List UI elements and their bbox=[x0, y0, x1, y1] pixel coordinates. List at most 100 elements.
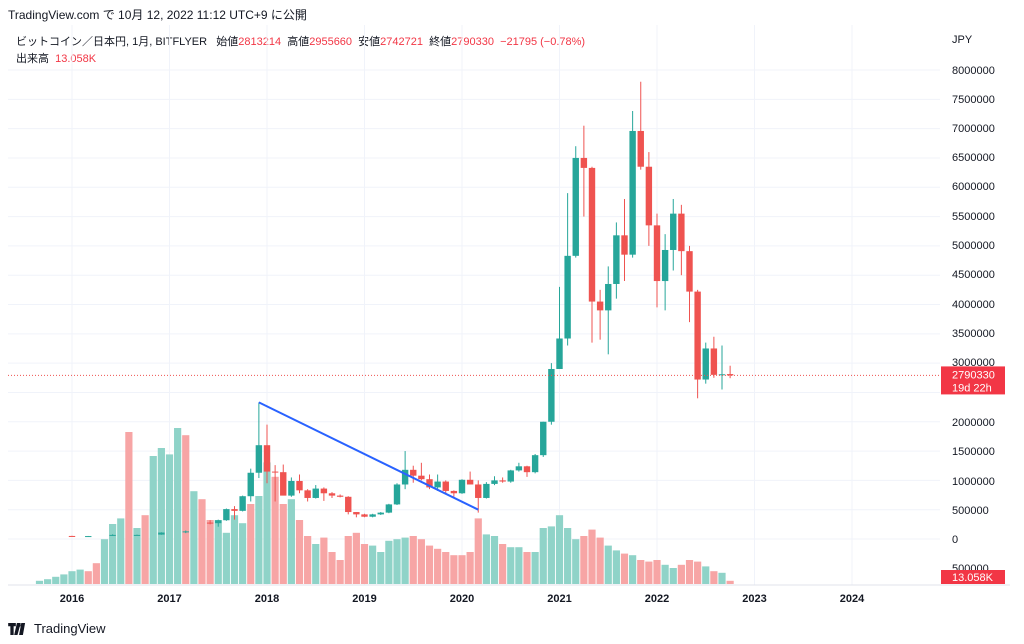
volume-bar bbox=[247, 504, 255, 584]
candle-body bbox=[548, 368, 555, 422]
price-tick-label: 6500000 bbox=[952, 152, 995, 164]
footer-brand-text: TradingView bbox=[34, 621, 106, 636]
volume-bar bbox=[287, 499, 295, 584]
volume-bar bbox=[564, 528, 572, 584]
price-tick-label: 5500000 bbox=[952, 211, 995, 223]
candle-body bbox=[223, 509, 230, 521]
volume-bar bbox=[499, 544, 507, 584]
candle-body bbox=[710, 348, 718, 375]
volume-bar bbox=[490, 536, 499, 584]
volume-bar bbox=[295, 520, 304, 584]
countdown-label: 19d 22h bbox=[952, 382, 992, 394]
candle-body bbox=[613, 235, 620, 284]
candle-body bbox=[353, 512, 360, 515]
volume-bars bbox=[35, 428, 734, 584]
candle-body bbox=[499, 480, 506, 482]
candle-body bbox=[450, 490, 458, 494]
candle-body bbox=[726, 374, 734, 376]
candle-body bbox=[133, 534, 141, 536]
volume-bar bbox=[612, 550, 620, 584]
candle-body bbox=[361, 514, 368, 517]
candle-body bbox=[621, 235, 628, 255]
volume-bar bbox=[458, 555, 466, 584]
high-label: 高値 bbox=[287, 36, 310, 48]
volume-bar bbox=[157, 448, 165, 584]
volume-bar bbox=[125, 432, 133, 584]
volume-bar bbox=[222, 532, 230, 584]
volume-bar bbox=[109, 524, 117, 584]
volume-bar bbox=[198, 499, 206, 584]
candle-body bbox=[328, 493, 336, 496]
year-tick-label: 2016 bbox=[60, 593, 84, 605]
candle-body bbox=[507, 470, 514, 482]
volume-bar bbox=[474, 518, 482, 584]
candle-body bbox=[434, 481, 441, 488]
volume-bar bbox=[369, 545, 377, 584]
volume-bar bbox=[588, 529, 596, 584]
year-tick-label: 2024 bbox=[840, 593, 865, 605]
year-tick-label: 2018 bbox=[255, 593, 279, 605]
candle-body bbox=[556, 338, 563, 369]
candle-body bbox=[369, 514, 376, 517]
volume-bar bbox=[677, 564, 685, 584]
volume-bar bbox=[425, 545, 434, 584]
time-axis[interactable]: 2016 2017 2018 2019 2020 2021 2022 2023 2024 bbox=[8, 584, 1010, 605]
candle-body bbox=[572, 157, 579, 256]
candle-body bbox=[458, 479, 466, 494]
tradingview-logo-icon bbox=[8, 622, 26, 635]
price-tick-label: 1500000 bbox=[952, 446, 995, 458]
candle-body bbox=[491, 480, 498, 484]
candle-body bbox=[629, 130, 636, 255]
grid-lines bbox=[8, 25, 940, 585]
volume-bar bbox=[604, 545, 612, 584]
volume-bar bbox=[377, 552, 385, 584]
candle-body bbox=[531, 455, 539, 473]
volume-bar bbox=[263, 462, 271, 584]
candle-body bbox=[215, 520, 222, 524]
year-tick-label: 2023 bbox=[742, 593, 766, 605]
price-axis[interactable]: JPY 8000000 7500000 7000000 6500000 6000000 55… bbox=[941, 34, 1005, 584]
price-tick-label: 500000 bbox=[952, 505, 989, 517]
volume-bar bbox=[360, 544, 369, 584]
candle-body bbox=[304, 490, 311, 498]
ohlc-legend: ビットコイン／日本円, 1月, BITFLYER 始値2813214 高値295… bbox=[16, 33, 585, 49]
footer-brand[interactable]: TradingView bbox=[8, 621, 106, 636]
candle-body bbox=[247, 472, 254, 497]
volume-bar bbox=[190, 491, 198, 584]
volume-bar bbox=[182, 435, 190, 584]
volume-bar bbox=[710, 571, 718, 584]
candle-body bbox=[255, 445, 263, 473]
volume-bar bbox=[572, 539, 580, 584]
candle-body bbox=[271, 471, 279, 473]
candle-body bbox=[158, 532, 165, 535]
price-tick-label: 1000000 bbox=[952, 476, 995, 488]
price-tick-label: 4000000 bbox=[952, 299, 995, 311]
current-price-label: 2790330 bbox=[952, 369, 995, 381]
year-tick-label: 2020 bbox=[450, 593, 474, 605]
price-tick-label: 7000000 bbox=[952, 123, 995, 135]
candle-body bbox=[670, 213, 677, 250]
volume-bar bbox=[165, 454, 174, 584]
volume-bar bbox=[669, 568, 677, 584]
candle-body bbox=[68, 535, 76, 537]
volume-bar bbox=[214, 520, 222, 584]
volume-bar bbox=[507, 547, 515, 584]
volume-bar bbox=[482, 534, 490, 584]
candle-body bbox=[588, 167, 596, 302]
volume-bar bbox=[685, 560, 694, 584]
volume-bar bbox=[531, 552, 539, 584]
publication-text: TradingView.com で 10月 12, 2022 11:12 UTC… bbox=[8, 8, 307, 22]
price-tick-label: 2000000 bbox=[952, 417, 995, 429]
volume-bar bbox=[68, 571, 76, 584]
volume-bar bbox=[702, 566, 710, 584]
price-tick-label: 6000000 bbox=[952, 181, 995, 193]
candle-body bbox=[345, 496, 352, 513]
candle-body bbox=[564, 255, 571, 339]
trendline bbox=[258, 401, 479, 511]
year-tick-label: 2021 bbox=[547, 593, 571, 605]
overlay bbox=[8, 374, 940, 511]
volume-bar bbox=[547, 526, 555, 584]
candle-body bbox=[442, 481, 449, 491]
candle-body bbox=[718, 374, 726, 376]
